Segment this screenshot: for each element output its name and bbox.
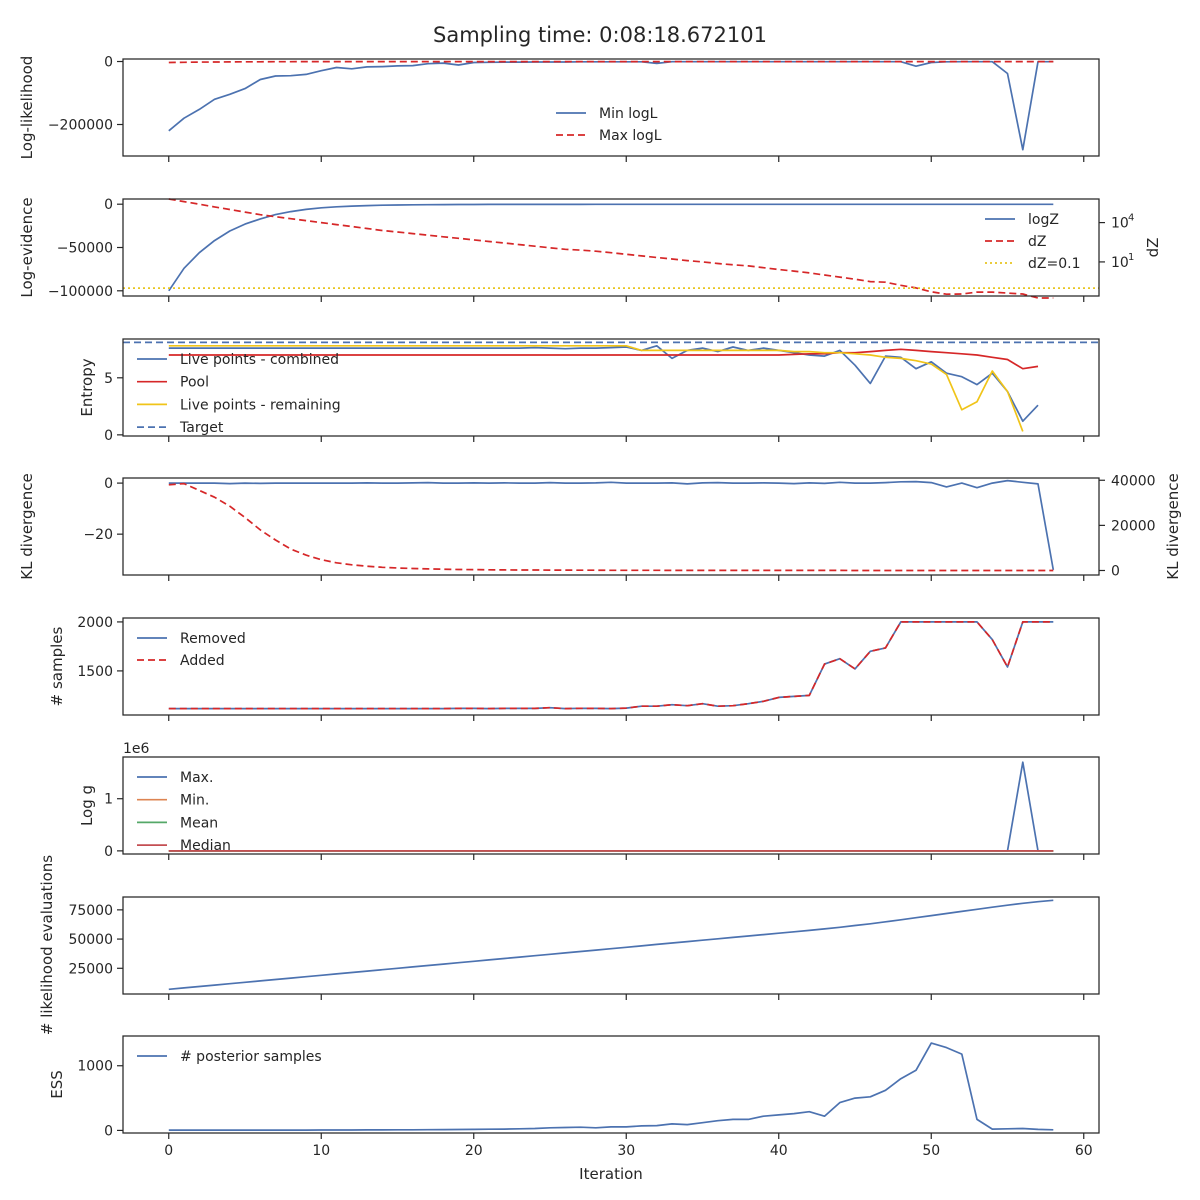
y-tick-label: 2000 bbox=[77, 615, 113, 631]
y-axis-label: Log-evidence bbox=[18, 197, 36, 297]
legend-label: dZ=0.1 bbox=[1028, 256, 1080, 272]
right-y-axis-label: dZ bbox=[1144, 238, 1162, 258]
series-line-added bbox=[168, 621, 1054, 710]
subplot-5: 2000 1500 # samples Removed Added bbox=[48, 615, 1100, 721]
y-tick-label: 0 bbox=[104, 844, 113, 860]
series-line-kl-divergence bbox=[168, 479, 1055, 571]
subplot-6: 1 0 Log g 1e6 Max. Min. Mean Median bbox=[78, 741, 1100, 860]
y-axis-label: Log g bbox=[78, 785, 96, 826]
subplot-7: 75000 50000 25000 # likelihood evaluations bbox=[38, 855, 1100, 1035]
legend-label: Removed bbox=[180, 631, 246, 647]
legend-label: Live points - combined bbox=[180, 352, 339, 368]
legend-label: logZ bbox=[1028, 212, 1059, 228]
series-line-pool bbox=[168, 348, 1039, 370]
legend-label: Target bbox=[179, 420, 224, 436]
legend: Removed Added bbox=[137, 631, 246, 669]
y-tick-label: 1 bbox=[104, 792, 113, 808]
x-tick-label: 50 bbox=[922, 1143, 940, 1159]
y-axis-label: # likelihood evaluations bbox=[38, 855, 56, 1035]
axes-frame bbox=[122, 1035, 1100, 1134]
legend: Live points - combined Pool Live points - … bbox=[137, 352, 341, 436]
legend-label: Live points - remaining bbox=[180, 397, 341, 413]
series-line-max-logl bbox=[168, 60, 1054, 64]
y-tick-label: −20 bbox=[83, 527, 113, 543]
right-y-tick-exponent: 1 bbox=[1128, 252, 1134, 263]
x-tick-label: 60 bbox=[1075, 1143, 1093, 1159]
y-tick-label: 1500 bbox=[77, 664, 113, 680]
legend-label: Mean bbox=[180, 815, 218, 831]
right-y-tick-label: 0 bbox=[1111, 563, 1120, 579]
y-offset-label: 1e6 bbox=[123, 741, 150, 757]
legend-label: Median bbox=[180, 838, 231, 854]
series-line-live-points-combined bbox=[168, 344, 1039, 423]
y-tick-label: 25000 bbox=[68, 961, 113, 977]
legend: logZ dZ dZ=0.1 bbox=[985, 212, 1080, 272]
right-y-tick-exponent: 4 bbox=[1128, 213, 1134, 224]
series-line--posterior-samples bbox=[168, 1042, 1054, 1131]
y-axis-label: KL divergence bbox=[18, 473, 36, 579]
series-line-dz bbox=[168, 198, 1054, 299]
axes-frame bbox=[122, 338, 1100, 437]
y-tick-label: −200000 bbox=[48, 118, 113, 134]
legend-label: # posterior samples bbox=[180, 1049, 322, 1065]
y-axis-label: Entropy bbox=[78, 358, 96, 416]
y-tick-label: −50000 bbox=[57, 241, 113, 257]
series-line-series-0 bbox=[168, 899, 1054, 991]
axes-frame bbox=[122, 58, 1100, 157]
x-tick-label: 20 bbox=[465, 1143, 483, 1159]
y-tick-label: 0 bbox=[104, 476, 113, 492]
figure-title: Sampling time: 0:08:18.672101 bbox=[433, 23, 767, 47]
y-axis-label: ESS bbox=[48, 1070, 66, 1099]
legend-label: Min. bbox=[180, 793, 209, 809]
y-tick-label: 0 bbox=[104, 197, 113, 213]
y-tick-label: 0 bbox=[104, 1123, 113, 1139]
series-line-live-points-remaining bbox=[168, 344, 1024, 432]
legend-label: Pool bbox=[180, 375, 209, 391]
y-tick-label: 75000 bbox=[68, 903, 113, 919]
right-y-axis-label: KL divergence bbox=[1164, 473, 1182, 579]
subplot-1: 0 −200000 Log-likelihood Min logL Max logL bbox=[18, 55, 1100, 162]
legend: # posterior samples bbox=[137, 1049, 322, 1065]
y-tick-label: 1000 bbox=[77, 1059, 113, 1075]
legend-label: Max logL bbox=[599, 128, 662, 144]
x-tick-label: 10 bbox=[312, 1143, 330, 1159]
axes-frame bbox=[122, 477, 1100, 576]
x-tick-label: 30 bbox=[617, 1143, 635, 1159]
series-line-logz bbox=[168, 203, 1054, 292]
y-tick-label: 5 bbox=[104, 371, 113, 387]
y-axis-label: Log-likelihood bbox=[18, 56, 36, 160]
legend: Min logL Max logL bbox=[556, 106, 662, 144]
y-tick-label: 0 bbox=[104, 55, 113, 71]
y-tick-label: 0 bbox=[104, 428, 113, 444]
right-y-tick-label: 10 bbox=[1111, 216, 1129, 232]
legend-label: dZ bbox=[1028, 234, 1046, 250]
legend: Max. Min. Mean Median bbox=[137, 770, 231, 854]
x-axis-label: Iteration bbox=[579, 1165, 643, 1183]
right-y-tick-label: 10 bbox=[1111, 255, 1129, 271]
y-tick-label: −100000 bbox=[48, 284, 113, 300]
axes-frame bbox=[122, 617, 1100, 716]
axes-frame bbox=[122, 756, 1100, 855]
y-axis-label: # samples bbox=[48, 626, 66, 706]
x-tick-label: 40 bbox=[770, 1143, 788, 1159]
right-y-tick-label: 40000 bbox=[1111, 473, 1156, 489]
y-tick-label: 50000 bbox=[68, 932, 113, 948]
subplot-8: 0 10 20 30 40 50 60 1000 0 ESS # posterior samples bbox=[48, 1035, 1100, 1159]
legend-label: Min logL bbox=[599, 106, 658, 122]
x-tick-label: 0 bbox=[164, 1143, 173, 1159]
axes-frame bbox=[122, 896, 1100, 995]
subplot-4: 0 −20 KL divergence 40000 20000 0 KL divergenc… bbox=[18, 473, 1182, 581]
legend-label: Added bbox=[180, 653, 225, 669]
legend-label: Max. bbox=[180, 770, 213, 786]
series-line-kl-divergence-right- bbox=[168, 482, 1054, 572]
right-y-tick-label: 20000 bbox=[1111, 518, 1156, 534]
